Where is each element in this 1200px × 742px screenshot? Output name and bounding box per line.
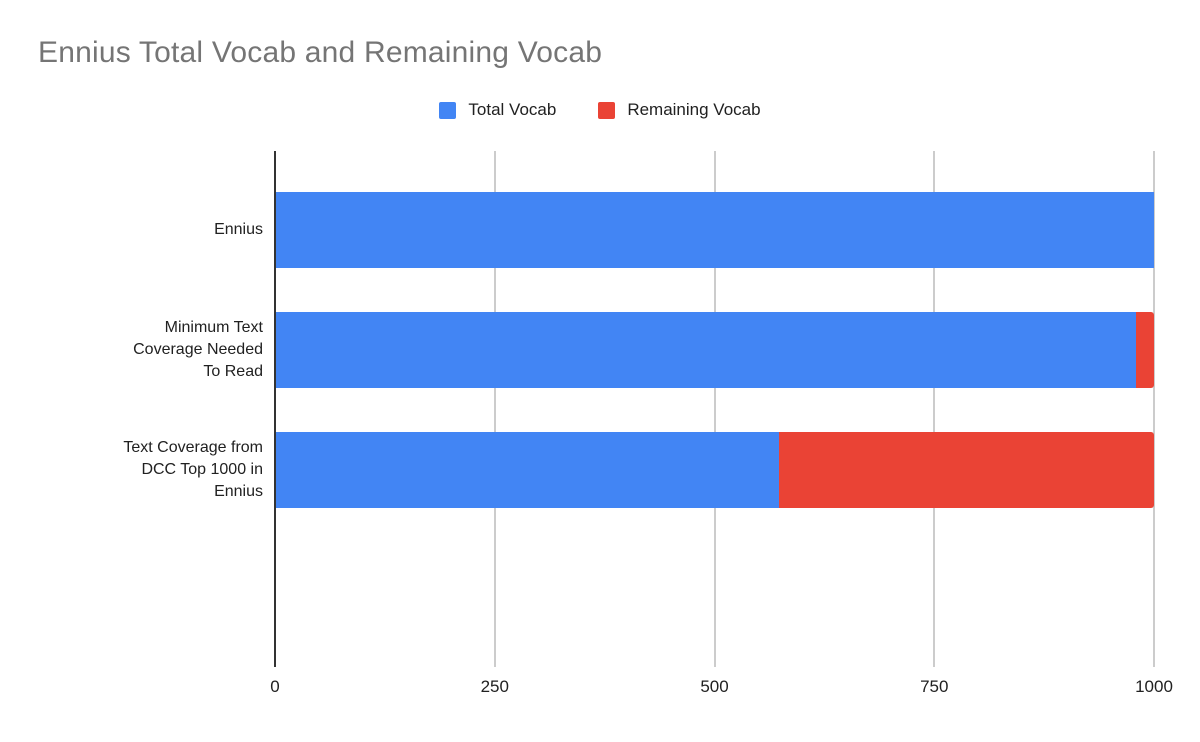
bar-total-vocab-ennius[interactable] xyxy=(275,192,1154,268)
gridline-500 xyxy=(713,151,716,667)
legend-label-remaining-vocab: Remaining Vocab xyxy=(627,100,761,119)
gridline-1000 xyxy=(1153,151,1155,667)
category-label-line: To Read xyxy=(203,363,263,380)
legend-swatch-total-vocab-icon xyxy=(439,101,457,119)
y-axis-line xyxy=(274,151,276,667)
category-label-line: Ennius xyxy=(214,483,263,500)
legend-label-total-vocab: Total Vocab xyxy=(468,100,557,119)
bar-remaining-vocab-minimum-text-coverage-needed-to-read[interactable] xyxy=(1136,312,1154,388)
category-label-text-coverage-from-dcc-top-1000-in-ennius: Text Coverage from DCC Top 1000 in Ennius xyxy=(30,432,263,508)
category-label-line: Text Coverage from xyxy=(123,439,263,456)
category-label-ennius: Ennius xyxy=(30,192,263,268)
legend-item-remaining-vocab[interactable]: Remaining Vocab xyxy=(598,100,761,120)
x-tick-label-250: 250 xyxy=(480,677,509,696)
x-tick-label-750: 750 xyxy=(920,677,949,696)
legend-item-total-vocab[interactable]: Total Vocab xyxy=(439,100,556,120)
category-label-line: Coverage Needed xyxy=(133,341,263,358)
bar-total-vocab-minimum-text-coverage-needed-to-read[interactable] xyxy=(275,312,1137,388)
chart-title: Ennius Total Vocab and Remaining Vocab xyxy=(38,36,603,69)
category-label-line: Minimum Text xyxy=(164,319,263,336)
bar-remaining-vocab-text-coverage-from-dcc-top-1000-in-ennius[interactable] xyxy=(778,432,1154,508)
x-tick-label-1000: 1000 xyxy=(1135,677,1173,696)
bar-total-vocab-text-coverage-from-dcc-top-1000-in-ennius[interactable] xyxy=(275,432,779,508)
gridline-750 xyxy=(933,151,936,667)
category-label-line: Ennius xyxy=(214,221,263,238)
category-label-line: DCC Top 1000 in xyxy=(141,461,263,478)
legend: Total Vocab Remaining Vocab xyxy=(0,95,1200,125)
x-tick-label-0: 0 xyxy=(270,677,280,696)
legend-swatch-remaining-vocab-icon xyxy=(598,101,616,119)
gridline-250 xyxy=(493,151,496,667)
x-tick-label-500: 500 xyxy=(700,677,729,696)
category-label-minimum-text-coverage-needed-to-read: Minimum Text Coverage Needed To Read xyxy=(30,312,263,388)
